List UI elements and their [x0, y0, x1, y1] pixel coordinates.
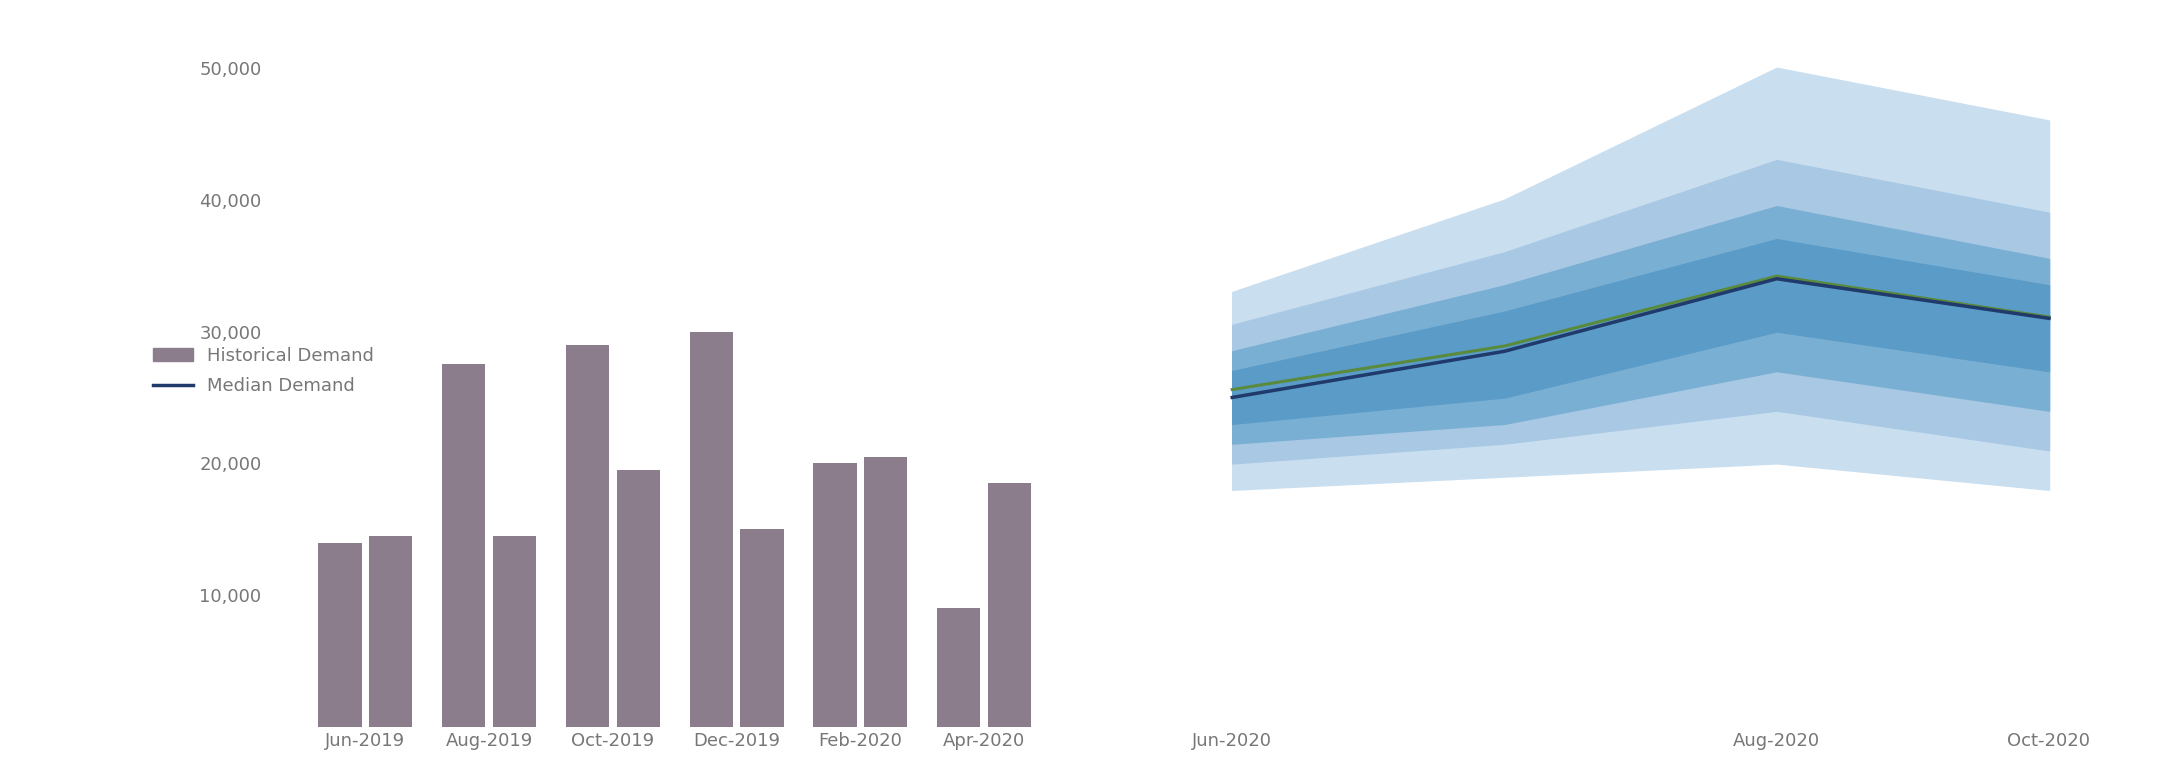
Bar — [370, 536, 413, 728]
Bar — [937, 608, 980, 728]
Bar — [813, 464, 857, 728]
Bar — [318, 542, 361, 728]
Bar — [567, 345, 610, 728]
Bar — [493, 536, 536, 728]
Bar — [616, 470, 660, 728]
Bar — [988, 483, 1032, 728]
Bar — [863, 457, 908, 728]
Bar — [690, 331, 733, 728]
Legend: Historical Demand, Median Demand: Historical Demand, Median Demand — [154, 347, 374, 396]
Bar — [441, 364, 485, 728]
Bar — [740, 529, 783, 728]
